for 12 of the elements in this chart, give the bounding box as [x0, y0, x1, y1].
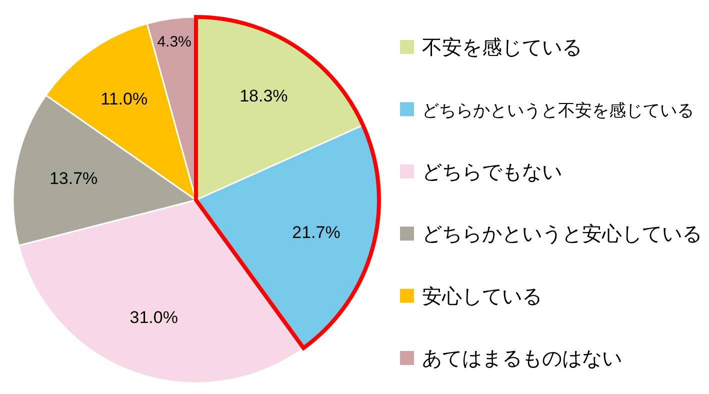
- data-label: 4.3%: [157, 33, 192, 50]
- data-label: 21.7%: [292, 223, 340, 242]
- data-label: 11.0%: [100, 89, 148, 108]
- legend-label: あてはまるものはない: [422, 348, 622, 370]
- legend-label: 安心している: [422, 286, 542, 308]
- legend-label: どちらかというと安心している: [422, 224, 702, 246]
- data-label: 13.7%: [49, 168, 98, 188]
- data-label: 31.0%: [130, 308, 178, 328]
- legend-label: どちらかというと不安を感じている: [422, 101, 694, 120]
- legend-label: 不安を感じている: [422, 37, 582, 59]
- legend-label: どちらでもない: [422, 161, 562, 184]
- data-label: 18.3%: [240, 86, 288, 106]
